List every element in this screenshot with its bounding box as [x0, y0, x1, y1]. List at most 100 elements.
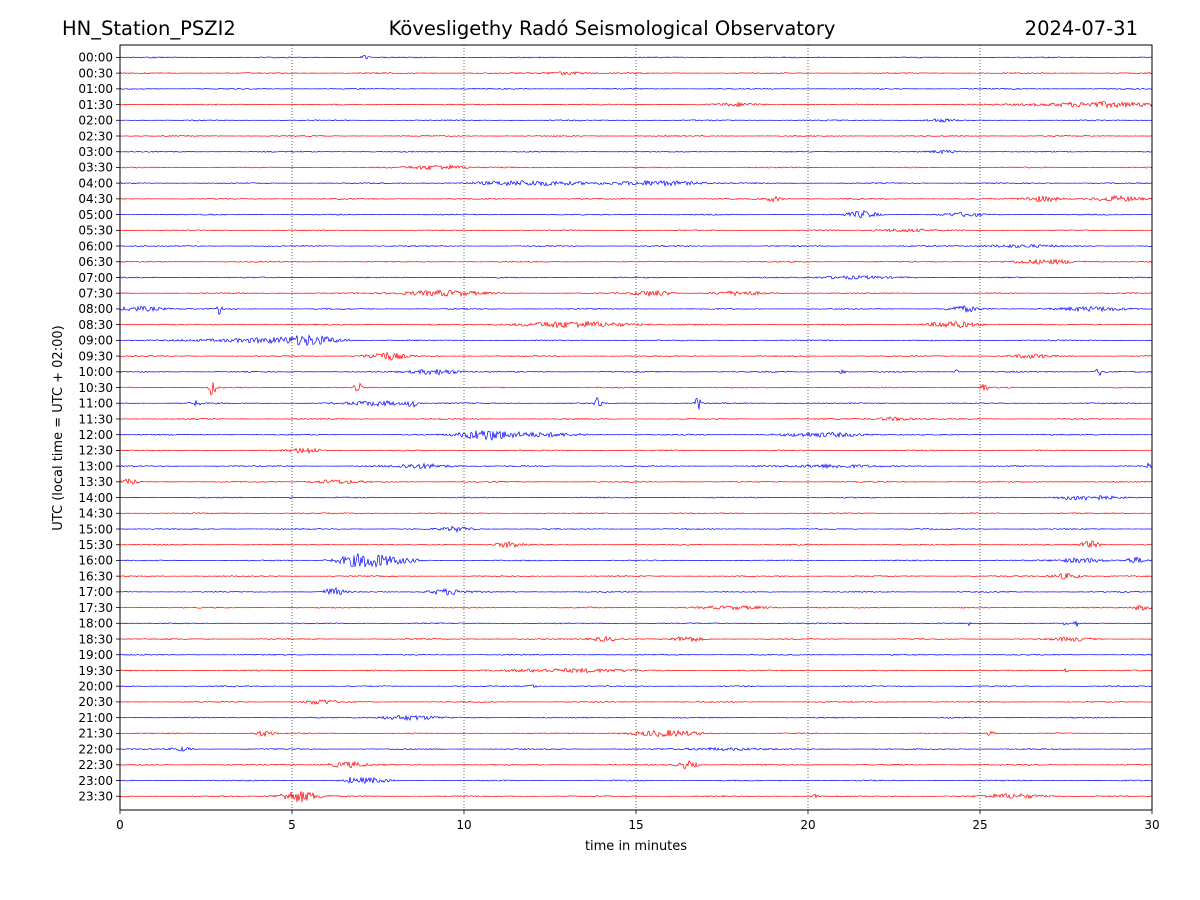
y-tick-label: 08:30	[78, 318, 113, 332]
y-tick-label: 07:00	[78, 271, 113, 285]
y-tick-label: 08:00	[78, 302, 113, 316]
trace-row-0100	[119, 87, 1153, 90]
trace-row-1230	[119, 447, 1153, 455]
trace-row-2000	[119, 684, 1153, 688]
x-tick-label: 25	[972, 818, 987, 832]
trace-row-1730	[119, 604, 1153, 611]
y-tick-label: 09:30	[78, 349, 113, 363]
trace-row-1600	[119, 553, 1153, 568]
trace-row-2300	[119, 776, 1153, 785]
y-tick-label: 05:30	[78, 224, 113, 238]
trace-row-2230	[119, 760, 1153, 770]
trace-row-0900	[119, 334, 1153, 347]
y-tick-label: 14:30	[78, 507, 113, 521]
trace-row-2330	[119, 791, 1152, 803]
title-station: HN_Station_PSZI2	[62, 17, 236, 40]
trace-row-1130	[119, 416, 1153, 422]
y-tick-label: 15:30	[78, 538, 113, 552]
y-tick-label: 19:00	[78, 648, 113, 662]
x-tick-label: 5	[288, 818, 296, 832]
x-tick-label: 15	[628, 818, 643, 832]
trace-row-1100	[119, 396, 1153, 410]
y-tick-label: 00:00	[78, 51, 113, 65]
trace-row-1400	[119, 495, 1153, 502]
trace-row-0500	[119, 210, 1153, 219]
y-tick-label: 16:30	[78, 569, 113, 583]
x-tick-label: 20	[800, 818, 815, 832]
y-tick-label: 23:00	[78, 774, 113, 788]
trace-row-2030	[119, 699, 1153, 706]
trace-row-0300	[119, 149, 1153, 155]
trace-row-0330	[119, 164, 1153, 171]
y-tick-label: 22:00	[78, 742, 113, 756]
trace-row-0230	[119, 134, 1153, 138]
trace-row-0130	[119, 100, 1153, 109]
trace-row-0930	[120, 351, 1153, 361]
trace-row-1630	[119, 572, 1153, 580]
y-tick-label: 10:30	[78, 381, 113, 395]
y-tick-label: 23:30	[78, 790, 113, 804]
trace-row-0530	[119, 228, 1153, 233]
y-tick-label: 00:30	[78, 66, 113, 80]
trace-row-1200	[119, 430, 1153, 441]
trace-row-1830	[119, 635, 1153, 643]
trace-row-0830	[119, 320, 1153, 329]
y-tick-label: 04:00	[78, 176, 113, 190]
trace-row-0600	[119, 243, 1153, 249]
y-tick-label: 01:00	[78, 82, 113, 96]
x-tick-label: 30	[1144, 818, 1159, 832]
y-tick-label: 11:30	[78, 412, 113, 426]
trace-row-1000	[119, 368, 1153, 377]
y-tick-label: 05:00	[78, 208, 113, 222]
trace-row-1930	[119, 667, 1153, 674]
y-tick-label: 13:30	[78, 475, 113, 489]
trace-row-0000	[119, 54, 1153, 60]
y-tick-label: 19:30	[78, 664, 113, 678]
trace-row-1030	[119, 382, 1153, 396]
y-tick-label: 12:30	[78, 444, 113, 458]
trace-row-0030	[119, 71, 1153, 76]
y-tick-label: 04:30	[78, 192, 113, 206]
trace-row-0800	[119, 305, 1153, 316]
trace-row-0630	[119, 258, 1153, 265]
y-tick-label: 12:00	[78, 428, 113, 442]
y-tick-label: 03:00	[78, 145, 113, 159]
y-tick-label: 06:30	[78, 255, 113, 269]
trace-row-0730	[119, 288, 1153, 297]
trace-row-0400	[119, 179, 1153, 188]
y-tick-label: 15:00	[78, 522, 113, 536]
trace-row-1530	[119, 540, 1153, 549]
trace-row-0700	[119, 274, 1153, 280]
trace-row-0430	[119, 194, 1153, 203]
y-tick-label: 13:00	[78, 459, 113, 473]
y-tick-label: 16:00	[78, 554, 113, 568]
trace-row-1700	[119, 586, 1153, 596]
x-axis: 0 5 10 15 20 25 30	[116, 810, 1160, 832]
trace-row-1300	[119, 462, 1153, 470]
plot-background	[120, 45, 1152, 810]
y-tick-label: 17:30	[78, 601, 113, 615]
x-tick-label: 0	[116, 818, 124, 832]
y-tick-label: 20:30	[78, 695, 113, 709]
title-observatory: Kövesligethy Radó Seismological Observat…	[389, 17, 836, 40]
trace-row-0200	[120, 118, 1153, 123]
trace-row-1430	[119, 512, 1153, 515]
y-tick-label: 18:30	[78, 632, 113, 646]
y-tick-label: 20:00	[78, 680, 113, 694]
trace-row-1500	[119, 525, 1153, 534]
y-tick-label: 07:30	[78, 287, 113, 301]
y-tick-label: 17:00	[78, 585, 113, 599]
title-date: 2024-07-31	[1025, 17, 1138, 40]
y-tick-label: 02:30	[78, 129, 113, 143]
trace-row-2130	[119, 729, 1153, 738]
y-tick-label: 03:30	[78, 161, 113, 175]
trace-row-1330	[119, 478, 1153, 485]
y-tick-label: 06:00	[78, 239, 113, 253]
y-tick-label: 21:00	[78, 711, 113, 725]
x-tick-label: 10	[456, 818, 471, 832]
y-tick-label: 11:00	[78, 397, 113, 411]
trace-row-1800	[119, 620, 1153, 627]
y-tick-label: 01:30	[78, 98, 113, 112]
trace-rows	[119, 54, 1153, 803]
